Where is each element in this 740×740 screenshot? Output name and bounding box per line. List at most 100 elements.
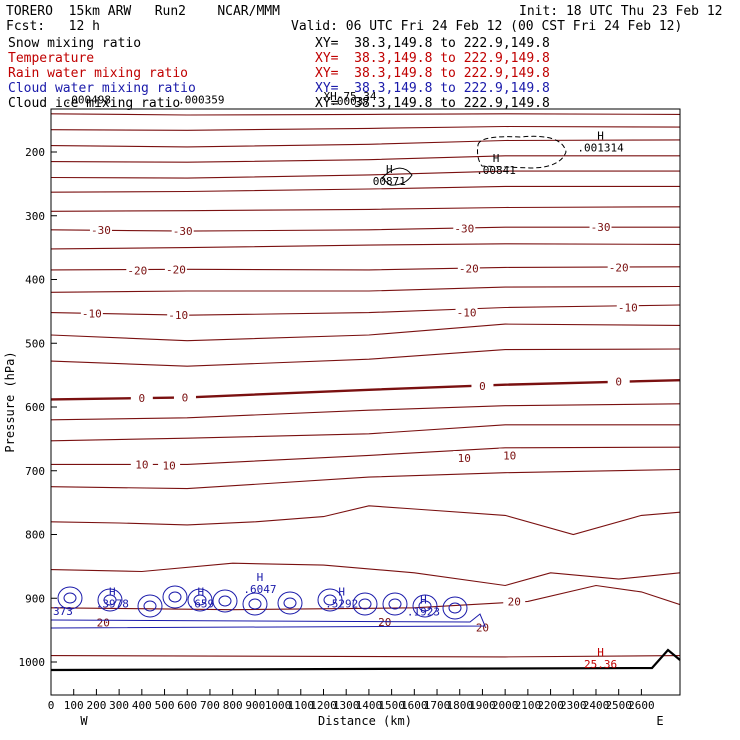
cloud-water-contour-inner: [388, 598, 402, 610]
high-marker-value: .5292: [325, 597, 358, 610]
legend-rain-xy: XY= 38.3,149.8 to 222.9,149.8: [315, 66, 550, 81]
x-tick-label: 200: [86, 699, 106, 712]
x-tick-label: 700: [200, 699, 220, 712]
contour-label-bg: [455, 305, 478, 319]
contour-label: 0: [182, 391, 189, 404]
isotherm-line: [51, 113, 680, 116]
contour-label-bg: [171, 224, 194, 238]
isotherm-line: [51, 243, 680, 250]
snow-contour: [477, 135, 567, 169]
edge-label: XH-75.34: [323, 90, 376, 103]
x-tick-label: 0: [48, 699, 55, 712]
cloud-water-contour-inner: [218, 595, 232, 607]
contour-label: -10: [457, 307, 477, 320]
isotherm-line: [51, 584, 680, 611]
edge-label: .000498: [65, 94, 111, 107]
contour-label-bg: [616, 300, 639, 314]
snow-contour-small: [381, 167, 413, 186]
contour-label: -20: [127, 265, 147, 278]
contour-label-bg: [164, 262, 187, 276]
contour-label: -20: [166, 263, 186, 276]
contour-label-bg: [126, 263, 149, 277]
x-tick-label: 1600: [401, 699, 428, 712]
cloud-water-contour: [317, 588, 343, 612]
cloud-water-contour-inner: [168, 591, 182, 603]
cloud-water-contour: [97, 588, 123, 612]
contour-label-bg: [453, 221, 476, 235]
contour-label: -20: [609, 261, 629, 274]
terrain-line: [50, 648, 681, 672]
isotherm-line: [51, 155, 680, 163]
isotherm-line: [51, 562, 680, 587]
contour-label-bg: [471, 620, 494, 634]
contour-label: 0: [139, 392, 146, 405]
cloud-water-contour-inner: [193, 594, 207, 606]
contour-label-bg: [453, 451, 476, 464]
cloud-water-contour-inner: [323, 594, 337, 606]
contour-label: 20: [476, 622, 489, 635]
x-tick-label: 1100: [288, 699, 315, 712]
contour-label-bg: [498, 448, 521, 462]
isotherm-line: [51, 206, 680, 212]
isotherm-line: [51, 304, 680, 316]
cloud-water-contour-inner: [418, 600, 432, 612]
contour-label: -10: [82, 307, 102, 320]
x-tick-label: 300: [109, 699, 129, 712]
y-tick-label: 500: [25, 337, 45, 350]
x-tick-label: 400: [132, 699, 152, 712]
contour-label-bg: [158, 458, 181, 472]
legend-cloud-water-label: Cloud water mixing ratio: [8, 81, 196, 96]
contour-label: 10: [162, 460, 175, 473]
cloud-water-contour: [162, 585, 188, 609]
contour-label-bg: [173, 390, 196, 404]
contour-label-bg: [607, 260, 630, 274]
contour-label: 10: [135, 458, 148, 471]
contour-label: -30: [173, 225, 193, 238]
high-marker-value: .659: [188, 597, 215, 610]
y-tick-label: 1000: [19, 656, 46, 669]
cloud-water-contour: [352, 592, 378, 616]
contour-label-bg: [89, 222, 112, 236]
contour-label: 0: [479, 380, 486, 393]
x-tick-label: 100: [64, 699, 84, 712]
cloud-water-contour-inner: [248, 598, 262, 610]
contour-label: -30: [454, 223, 474, 236]
contour-label-bg: [167, 308, 190, 322]
contour-label-bg: [471, 378, 494, 392]
high-marker-value: .00841: [476, 164, 516, 177]
cloud-water-contour: [277, 591, 303, 615]
isotherm-line: [51, 468, 680, 490]
high-marker: H: [597, 646, 604, 659]
isotherm-line: [51, 125, 680, 131]
contour-label-bg: [92, 615, 115, 629]
x-tick-label: 2200: [537, 699, 564, 712]
legend-snow-label: Snow mixing ratio: [8, 36, 142, 51]
cloud-water-contour: [187, 588, 213, 612]
contour-label-bg: [130, 457, 153, 471]
contour-label-bg: [457, 261, 480, 275]
x-tick-label: 800: [223, 699, 243, 712]
contour-label-bg: [130, 391, 153, 405]
high-marker-value: 00871: [373, 175, 406, 188]
x-tick-label: 2500: [605, 699, 632, 712]
isotherm-line: [51, 505, 680, 536]
isotherm-line: [51, 424, 680, 442]
east-label: E: [656, 714, 663, 728]
y-tick-label: 400: [25, 274, 45, 287]
edge-label: .00037: [330, 95, 370, 108]
west-label: W: [80, 714, 88, 728]
x-tick-label: 500: [155, 699, 175, 712]
high-marker: H: [109, 585, 116, 598]
high-marker: H: [386, 163, 393, 176]
high-marker: H: [597, 130, 604, 143]
edge-label: 373: [53, 605, 73, 618]
contour-label: 20: [97, 616, 110, 629]
contour-label: -10: [618, 302, 638, 315]
contour-label: -10: [168, 309, 188, 322]
isotherm-line: [51, 139, 680, 148]
x-tick-label: 600: [177, 699, 197, 712]
contour-label: -30: [591, 221, 611, 234]
legend-snow-xy: XY= 38.3,149.8 to 222.9,149.8: [315, 36, 550, 51]
isotherm-line: [51, 185, 680, 193]
